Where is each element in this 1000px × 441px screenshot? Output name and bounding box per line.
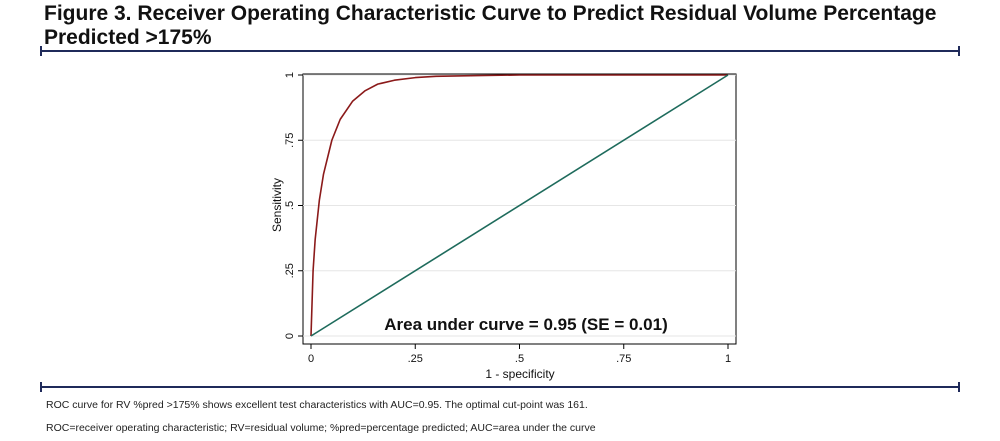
x-tick-label: 0 <box>308 353 314 365</box>
caption-main: ROC curve for RV %pred >175% shows excel… <box>46 399 588 411</box>
bottom-divider <box>40 382 960 392</box>
plot-area <box>302 73 737 345</box>
caption-abbreviations: ROC=receiver operating characteristic; R… <box>46 422 596 434</box>
y-tick-label: 0 <box>284 333 296 339</box>
auc-annotation: Area under curve = 0.95 (SE = 0.01) <box>384 315 667 334</box>
axes: 0 .25 .5 .75 1 0 .25 .5 .75 1 <box>284 72 731 365</box>
y-tick-label: 1 <box>284 72 296 78</box>
x-tick-label: .5 <box>515 353 524 365</box>
x-tick-label: .75 <box>616 353 631 365</box>
figure-title: Figure 3. Receiver Operating Characteris… <box>44 2 937 49</box>
roc-curve <box>310 74 728 337</box>
series-group <box>310 74 729 337</box>
y-axis-label: Sensitivity <box>270 178 284 232</box>
y-tick-label: .5 <box>284 201 296 210</box>
y-tick-label: .75 <box>284 133 296 148</box>
y-tick-label: .25 <box>284 263 296 278</box>
x-tick-label: 1 <box>725 353 731 365</box>
top-divider <box>40 46 960 56</box>
x-tick-label: .25 <box>408 353 423 365</box>
x-axis-label: 1 - specificity <box>485 367 554 381</box>
reference-line <box>310 74 729 337</box>
